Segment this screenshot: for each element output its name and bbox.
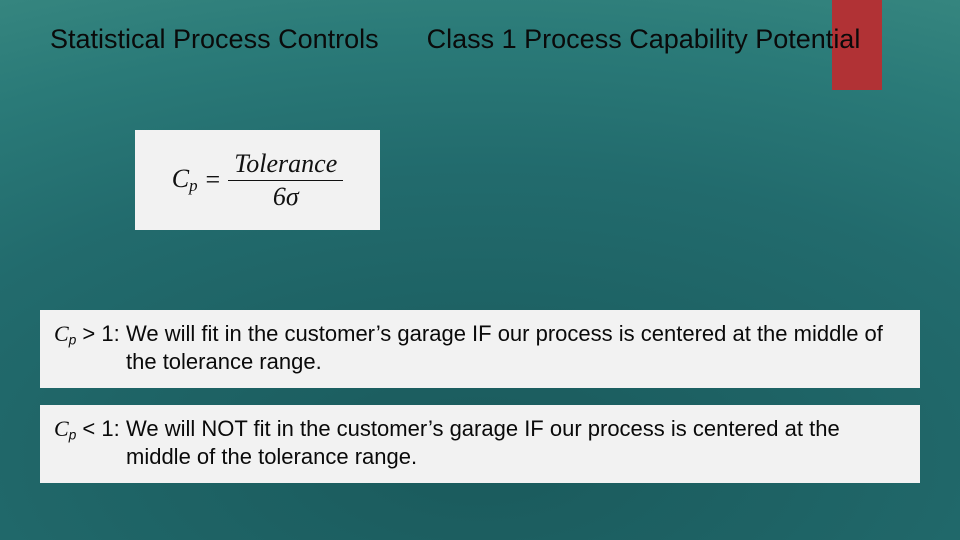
interpretation-2-text: We will NOT fit in the customer’s garage… <box>126 416 840 469</box>
interpretation-2-lead: Cp < 1: <box>54 415 120 444</box>
formula-symbol-base: C <box>172 164 189 193</box>
formula-panel: Cp = Tolerance 6σ <box>135 130 380 230</box>
fraction: Tolerance 6σ <box>228 150 343 210</box>
interp1-symbol-base: C <box>54 321 69 346</box>
interpretation-panel-1: Cp > 1: We will fit in the customer’s ga… <box>40 310 920 388</box>
interpretation-panel-2: Cp < 1: We will NOT fit in the customer’… <box>40 405 920 483</box>
fraction-numerator: Tolerance <box>228 150 343 177</box>
header-right: Class 1 Process Capability Potential <box>427 24 861 55</box>
interp2-symbol-base: C <box>54 416 69 441</box>
slide-header: Statistical Process Controls Class 1 Pro… <box>50 24 910 55</box>
interpretation-1-text: We will fit in the customer’s garage IF … <box>126 321 883 374</box>
interp1-relation: > 1: <box>76 321 119 346</box>
fraction-bar <box>228 180 343 181</box>
formula-symbol: Cp <box>172 164 198 196</box>
interpretation-1: Cp > 1: We will fit in the customer’s ga… <box>54 320 906 376</box>
formula-symbol-sub: p <box>189 176 197 195</box>
interpretation-1-lead: Cp > 1: <box>54 320 120 349</box>
equals-sign: = <box>206 165 221 195</box>
header-left: Statistical Process Controls <box>50 24 379 55</box>
interpretation-2: Cp < 1: We will NOT fit in the customer’… <box>54 415 906 471</box>
cp-formula: Cp = Tolerance 6σ <box>172 150 344 210</box>
interp2-relation: < 1: <box>76 416 119 441</box>
fraction-denominator: 6σ <box>267 183 305 210</box>
